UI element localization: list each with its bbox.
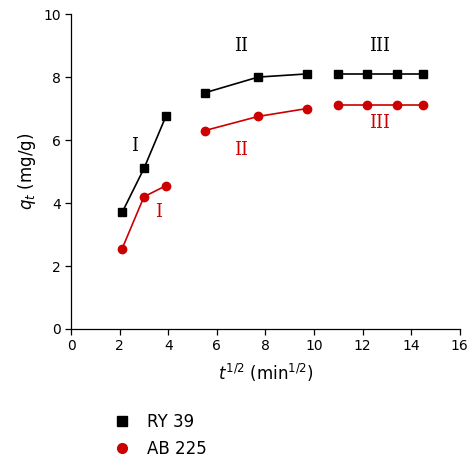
Text: III: III bbox=[369, 37, 390, 55]
Text: I: I bbox=[131, 137, 138, 156]
Text: II: II bbox=[234, 141, 248, 158]
Legend: RY 39, AB 225: RY 39, AB 225 bbox=[99, 407, 214, 464]
Y-axis label: $q_t$ (mg/g): $q_t$ (mg/g) bbox=[16, 133, 37, 210]
Text: I: I bbox=[155, 204, 162, 221]
Text: II: II bbox=[234, 37, 248, 55]
X-axis label: $t^{1/2}$ (min$^{1/2}$): $t^{1/2}$ (min$^{1/2}$) bbox=[218, 362, 313, 384]
Text: III: III bbox=[369, 114, 390, 132]
